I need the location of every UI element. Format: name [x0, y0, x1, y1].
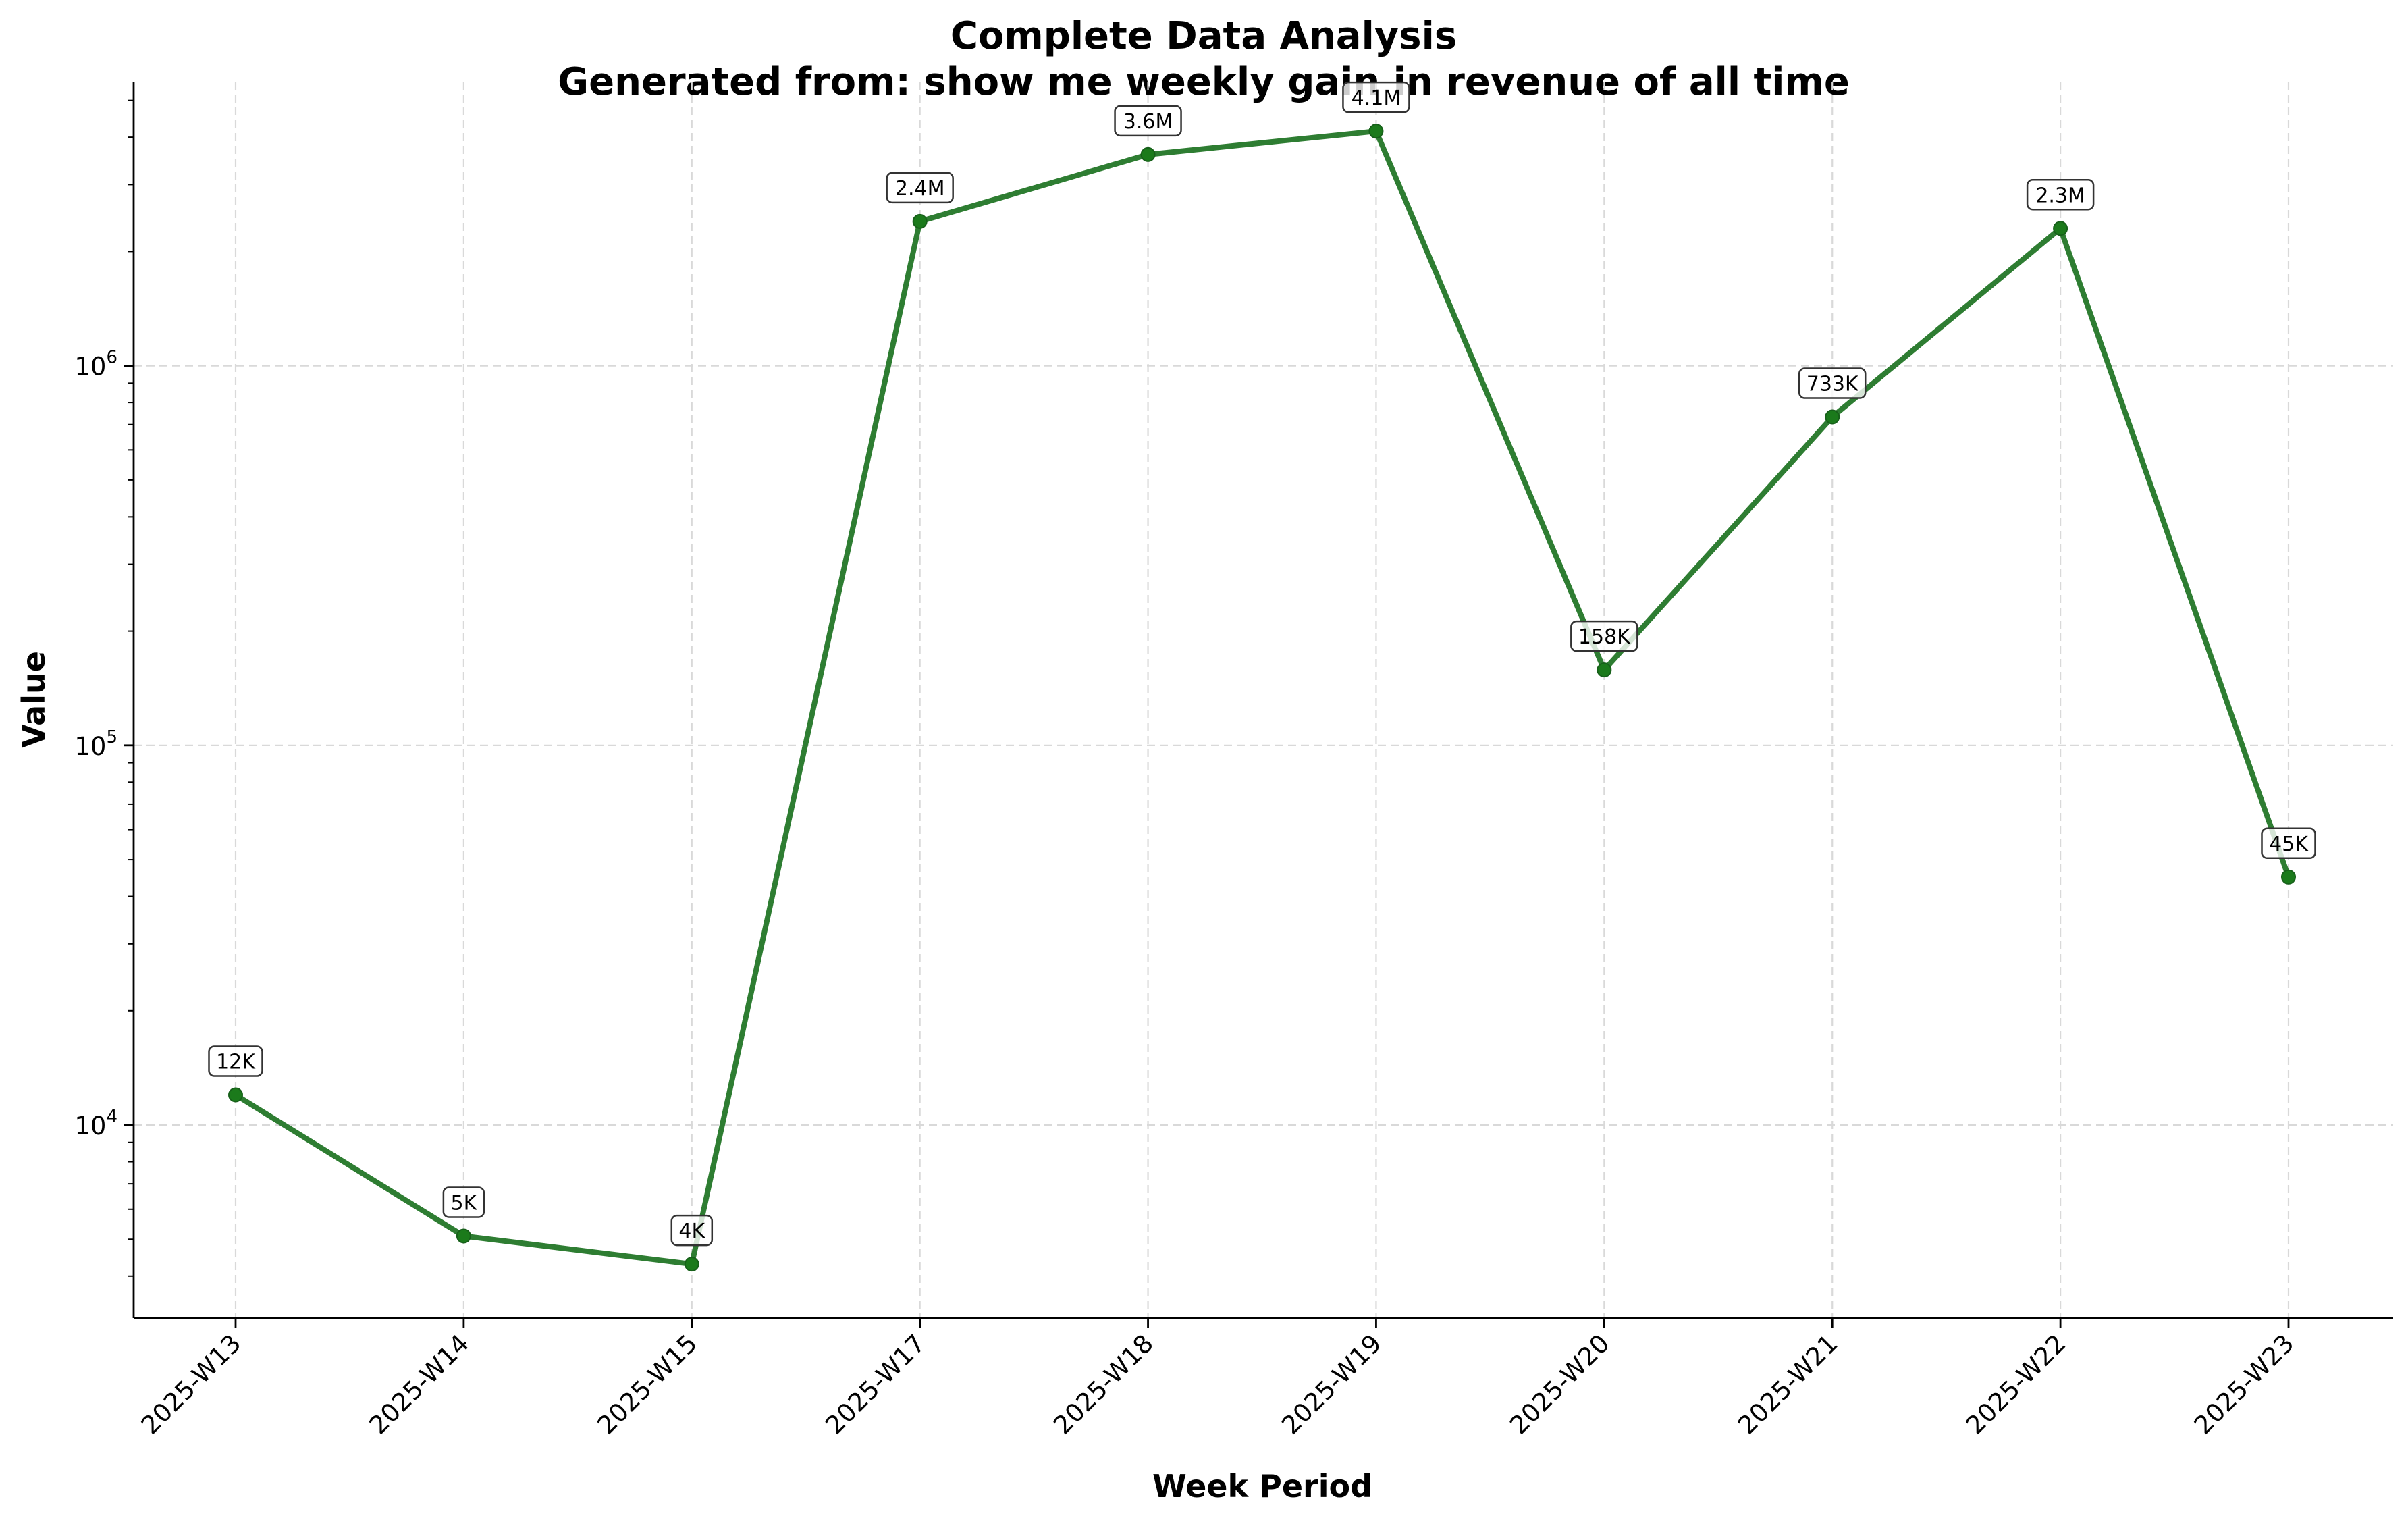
- data-label: 4K: [670, 1214, 714, 1247]
- data-point: [1368, 124, 1384, 139]
- data-label-box: [670, 1214, 714, 1247]
- data-label: 5K: [442, 1186, 485, 1218]
- data-label: 3.6M: [1114, 105, 1182, 137]
- data-label-box: [2261, 827, 2316, 860]
- data-label: 4.1M: [1342, 81, 1410, 113]
- data-label-text: 158K: [1578, 625, 1631, 649]
- data-point: [684, 1257, 699, 1272]
- x-tick-label: 2025-W20: [1504, 1329, 1615, 1440]
- data-label-box: [1570, 620, 1638, 652]
- data-point: [1140, 147, 1156, 162]
- x-axis-ticks: 2025-W13 2025-W14 2025-W15 2025-W17 2025-W18…: [136, 1318, 2300, 1440]
- data-point: [1825, 409, 1840, 425]
- data-point: [2053, 221, 2068, 236]
- x-tick-label: 2025-W18: [1048, 1329, 1159, 1440]
- data-labels: 12K 5K 4K 2.4M 3.6M 4.1M 158K 733K 2.3M 45K: [208, 81, 2316, 1247]
- data-label-box: [2026, 179, 2095, 211]
- x-tick-label: 2025-W13: [136, 1329, 247, 1440]
- series-line: [233, 128, 2291, 1267]
- chart-subtitle: Generated from: show me weekly gain in r…: [558, 60, 1850, 104]
- data-label: 158K: [1570, 620, 1638, 652]
- x-tick-label: 2025-W19: [1276, 1329, 1387, 1440]
- data-label-box: [1342, 81, 1410, 113]
- data-label-text: 4.1M: [1352, 86, 1401, 110]
- data-point: [228, 1087, 243, 1103]
- chart-title: Complete Data Analysis: [951, 14, 1457, 58]
- data-label: 2.3M: [2026, 179, 2095, 211]
- data-label-text: 2.3M: [2035, 184, 2085, 207]
- data-label: 733K: [1798, 367, 1867, 399]
- data-label: 2.4M: [886, 172, 954, 204]
- data-label: 12K: [208, 1045, 263, 1077]
- data-label-text: 3.6M: [1123, 110, 1173, 134]
- y-tick-label: 105: [74, 727, 117, 761]
- series-layer: [228, 124, 2296, 1272]
- grid-lines: [134, 82, 2393, 1318]
- x-tick-label: 2025-W23: [2189, 1329, 2300, 1440]
- data-label-box: [208, 1045, 263, 1077]
- y-tick-label: 106: [74, 348, 117, 382]
- x-tick-label: 2025-W22: [1960, 1329, 2072, 1440]
- y-tick-label: 104: [74, 1107, 117, 1140]
- data-label-box: [1798, 367, 1867, 399]
- data-label-text: 2.4M: [895, 177, 945, 201]
- data-label-text: 5K: [451, 1191, 478, 1215]
- data-label-text: 12K: [216, 1051, 256, 1074]
- x-tick-label: 2025-W21: [1732, 1329, 1844, 1440]
- y-axis-ticks: 104 105 106: [74, 99, 134, 1277]
- data-label-box: [442, 1186, 485, 1218]
- data-label: 45K: [2261, 827, 2316, 860]
- x-axis-label: Week Period: [1152, 1468, 1372, 1504]
- x-tick-label: 2025-W15: [592, 1329, 703, 1440]
- data-label-text: 4K: [678, 1219, 705, 1243]
- x-tick-label: 2025-W17: [820, 1329, 931, 1440]
- data-point: [912, 213, 928, 229]
- data-label-box: [1114, 105, 1182, 137]
- y-axis-label: Value: [16, 651, 52, 748]
- data-point: [456, 1228, 471, 1244]
- x-tick-label: 2025-W14: [364, 1329, 475, 1440]
- data-point: [2281, 869, 2296, 885]
- data-label-text: 45K: [2269, 833, 2309, 856]
- data-label-text: 733K: [1807, 372, 1859, 396]
- data-point: [1597, 662, 1612, 678]
- data-label-box: [886, 172, 954, 204]
